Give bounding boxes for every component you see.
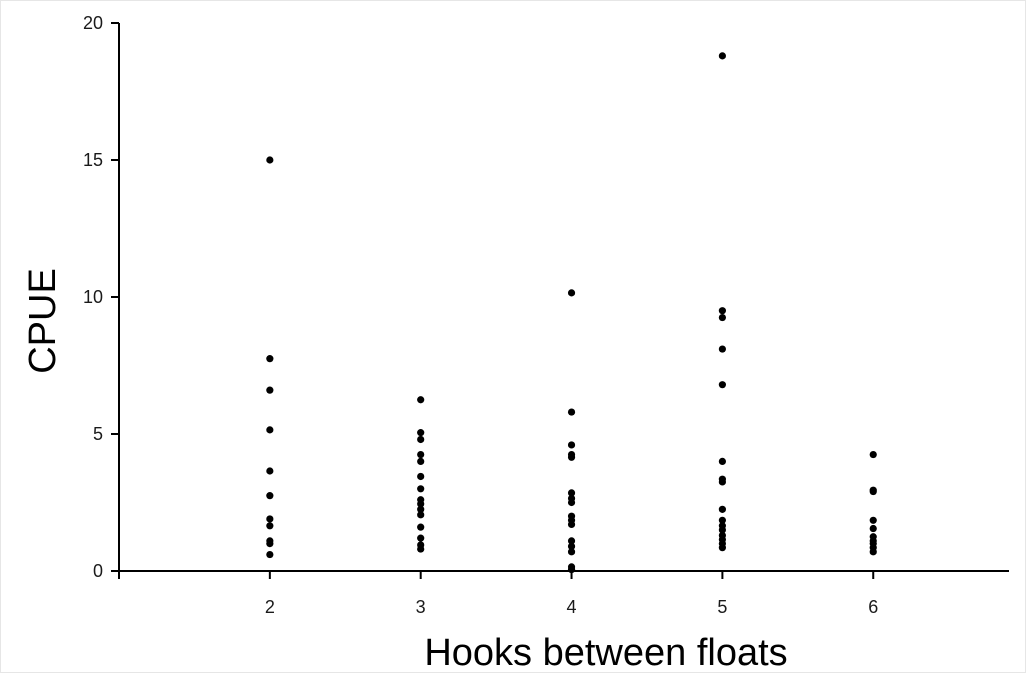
data-point (266, 515, 274, 523)
y-axis-title: CPUE (22, 268, 64, 374)
data-point (869, 487, 877, 496)
y-tick-label: 10 (83, 287, 103, 307)
data-point (567, 542, 576, 550)
x-axis-title: Hooks between floats (424, 632, 787, 674)
data-point (417, 450, 425, 459)
x-tick-label: 2 (265, 597, 275, 617)
data-point (567, 537, 576, 545)
data-points (266, 52, 877, 574)
data-point (567, 548, 576, 556)
x-tick-label: 4 (567, 597, 577, 617)
y-tick-label: 5 (93, 424, 103, 444)
data-point (417, 534, 425, 542)
data-point (869, 524, 877, 533)
data-point (417, 545, 425, 553)
x-tick-label: 5 (717, 597, 727, 617)
data-point (869, 450, 877, 459)
y-tick-label: 15 (83, 150, 103, 170)
y-tick-label: 0 (93, 561, 103, 581)
data-point (266, 156, 274, 164)
data-point (417, 472, 425, 481)
data-point (718, 307, 726, 315)
data-point (417, 505, 425, 513)
data-point (417, 457, 425, 465)
data-point (417, 396, 425, 404)
data-point (266, 550, 274, 559)
data-point (567, 498, 576, 507)
data-point (718, 457, 726, 465)
data-point (718, 526, 726, 534)
y-axis: 0 5 10 15 20 (83, 13, 120, 581)
data-point (718, 544, 726, 552)
data-point (567, 453, 576, 461)
data-point (417, 429, 425, 437)
data-point (869, 516, 877, 524)
data-point (567, 520, 576, 529)
data-point (567, 441, 576, 449)
data-point (718, 516, 726, 524)
data-point (567, 489, 576, 497)
data-point (266, 492, 274, 500)
data-point (869, 548, 877, 556)
data-point (266, 467, 274, 475)
x-axis: 2 3 4 5 6 (118, 570, 1009, 617)
data-point (417, 500, 425, 508)
data-point (718, 345, 726, 353)
data-point (266, 426, 274, 434)
data-point (266, 355, 274, 363)
x-tick-label: 6 (868, 597, 878, 617)
data-point (266, 540, 274, 548)
data-point (718, 478, 726, 486)
data-point (417, 511, 425, 519)
data-point (417, 485, 425, 493)
y-tick-label: 20 (83, 13, 103, 33)
data-point (718, 505, 726, 513)
data-point (718, 381, 726, 389)
data-point (567, 289, 576, 297)
data-point (266, 386, 274, 394)
data-point (417, 435, 425, 444)
data-point (718, 52, 726, 60)
data-point (567, 408, 576, 416)
data-point (718, 313, 726, 322)
x-tick-label: 3 (416, 597, 426, 617)
data-point (567, 566, 576, 574)
data-point (266, 522, 274, 530)
data-point (417, 523, 425, 531)
